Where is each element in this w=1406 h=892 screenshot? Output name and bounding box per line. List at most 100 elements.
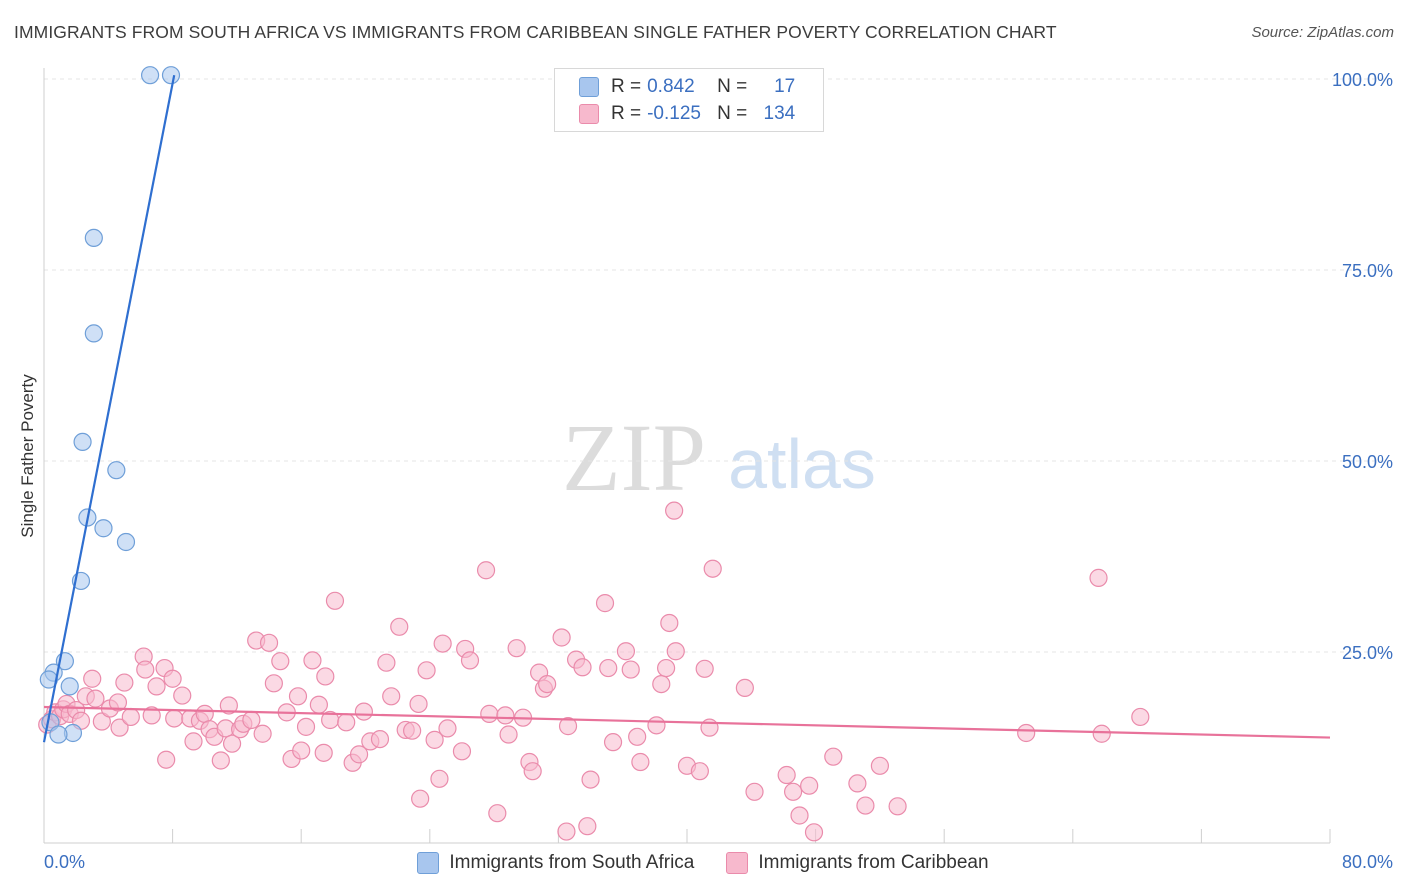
caribbean-point xyxy=(115,673,134,692)
legend-swatch-south-africa xyxy=(579,77,599,97)
caribbean-point xyxy=(309,695,328,714)
caribbean-point xyxy=(452,742,472,761)
caribbean-point xyxy=(303,651,322,670)
caribbean-point xyxy=(599,658,618,678)
caribbean-point xyxy=(578,817,597,836)
caribbean-point xyxy=(1131,707,1150,727)
watermark-zip: ZIP xyxy=(562,404,706,511)
caribbean-point xyxy=(271,652,290,671)
caribbean-point xyxy=(354,702,373,721)
x-tick-min: 0.0% xyxy=(44,852,86,872)
series-legend: Immigrants from South Africa Immigrants … xyxy=(0,852,1406,874)
caribbean-point xyxy=(848,774,867,793)
caribbean-point xyxy=(173,686,192,705)
y-tick-label: 50.0% xyxy=(1342,452,1393,472)
legend-swatch-caribbean xyxy=(579,104,599,124)
south-africa-point xyxy=(49,725,68,744)
caribbean-point xyxy=(603,733,623,752)
caribbean-point xyxy=(804,823,824,842)
chart-title: IMMIGRANTS FROM SOUTH AFRICA VS IMMIGRAN… xyxy=(14,22,1057,42)
caribbean-point xyxy=(403,721,422,740)
caribbean-point xyxy=(870,756,890,775)
caribbean-point xyxy=(665,501,684,520)
caribbean-trend-line xyxy=(43,705,1331,739)
legend-row-caribbean: R = -0.125 N = 134 xyxy=(579,102,795,126)
caribbean-point xyxy=(690,762,709,781)
legend-r-label: R = xyxy=(611,76,642,97)
caribbean-series xyxy=(38,501,1150,842)
y-tick-label: 25.0% xyxy=(1342,643,1393,663)
caribbean-point xyxy=(488,804,507,823)
caribbean-point xyxy=(370,729,390,749)
caribbean-point xyxy=(438,719,457,738)
south-africa-point xyxy=(94,519,113,538)
legend-n-value: 17 xyxy=(774,76,796,97)
caribbean-point xyxy=(735,678,754,698)
caribbean-point xyxy=(195,704,214,723)
legend-n-label: N = xyxy=(717,103,748,124)
caribbean-point xyxy=(507,639,526,658)
caribbean-point xyxy=(628,727,647,746)
caribbean-point xyxy=(211,751,230,770)
caribbean-point xyxy=(631,752,650,772)
caribbean-point xyxy=(157,750,176,769)
legend-row-south-africa: R = 0.842 N = 17 xyxy=(579,75,795,99)
legend-item-south-africa: Immigrants from South Africa xyxy=(417,852,694,874)
caribbean-point xyxy=(499,725,518,744)
watermark: ZIP atlas xyxy=(562,404,876,511)
caribbean-point xyxy=(292,741,311,760)
caribbean-point xyxy=(856,796,875,815)
caribbean-point xyxy=(430,769,449,788)
caribbean-point xyxy=(136,660,155,679)
caribbean-point xyxy=(480,704,499,723)
caribbean-point xyxy=(325,591,345,610)
caribbean-point xyxy=(108,693,128,712)
south-africa-point xyxy=(84,228,103,248)
trend-lines xyxy=(42,74,1331,743)
source-label: Source: ZipAtlas.com xyxy=(1251,24,1394,41)
legend-r-value: -0.125 xyxy=(647,103,701,124)
caribbean-point xyxy=(163,669,182,688)
south-africa-point xyxy=(161,66,181,85)
caribbean-point xyxy=(409,694,428,714)
caribbean-point xyxy=(573,658,592,677)
south-africa-series xyxy=(39,66,181,744)
caribbean-point xyxy=(1092,724,1111,743)
caribbean-point xyxy=(142,706,161,725)
correlation-legend: R = 0.842 N = 17 R = -0.125 N = 134 xyxy=(554,68,824,132)
caribbean-point xyxy=(621,660,640,679)
caribbean-point xyxy=(147,677,166,696)
y-tick-label: 100.0% xyxy=(1332,70,1393,90)
legend-label-caribbean: Immigrants from Caribbean xyxy=(758,852,989,873)
legend-label-south-africa: Immigrants from South Africa xyxy=(449,852,695,873)
south-africa-point xyxy=(84,324,103,343)
grid-lines xyxy=(44,78,1392,653)
x-tick-max: 80.0% xyxy=(1341,852,1393,872)
caribbean-point xyxy=(222,734,242,753)
caribbean-point xyxy=(1089,568,1108,587)
caribbean-point xyxy=(581,770,600,789)
caribbean-point xyxy=(92,712,111,731)
caribbean-point xyxy=(425,730,444,749)
caribbean-point xyxy=(433,634,452,653)
caribbean-point xyxy=(800,776,819,795)
caribbean-point xyxy=(165,709,184,728)
caribbean-point xyxy=(83,669,102,688)
caribbean-point xyxy=(552,628,571,647)
caribbean-point xyxy=(377,653,396,672)
caribbean-point xyxy=(316,667,335,686)
caribbean-point xyxy=(264,674,283,693)
legend-r-label: R = xyxy=(611,103,642,124)
caribbean-point xyxy=(538,674,557,694)
caribbean-point xyxy=(296,717,316,736)
caribbean-point xyxy=(349,745,369,764)
caribbean-point xyxy=(703,559,722,578)
caribbean-point xyxy=(657,658,676,678)
caribbean-point xyxy=(411,789,430,808)
caribbean-point xyxy=(660,613,679,633)
legend-n-label: N = xyxy=(717,76,748,97)
caribbean-point xyxy=(460,651,480,670)
watermark-atlas: atlas xyxy=(728,425,876,503)
caribbean-point xyxy=(476,561,496,580)
caribbean-point xyxy=(337,713,356,732)
